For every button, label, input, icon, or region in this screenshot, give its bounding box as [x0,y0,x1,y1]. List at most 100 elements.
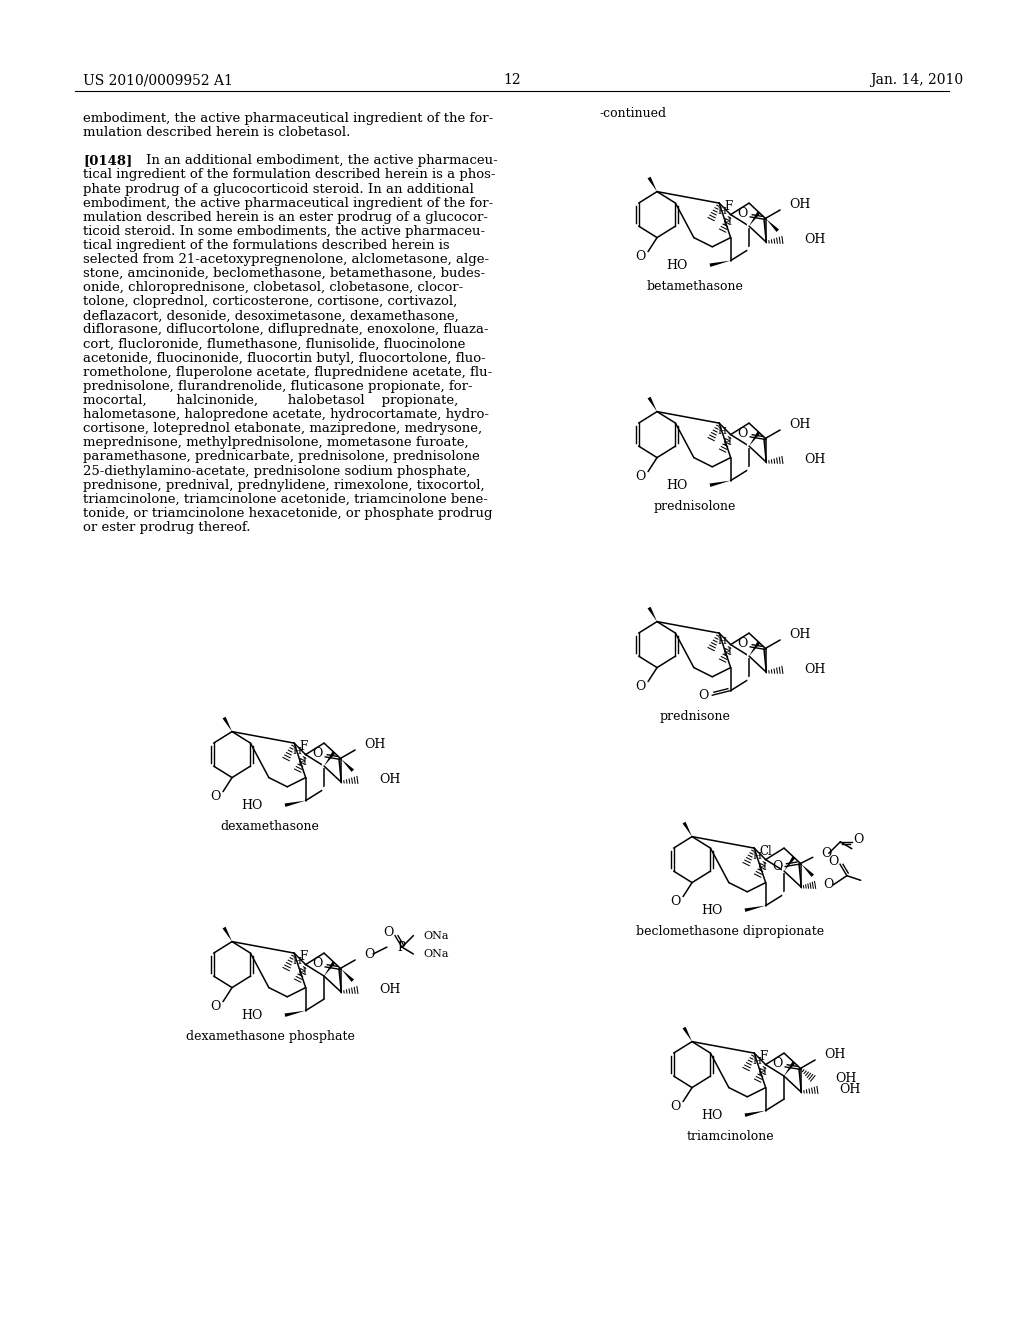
Text: HO: HO [701,1109,723,1122]
Text: H: H [757,1068,766,1077]
Text: F: F [299,739,307,752]
Text: OH: OH [805,664,825,676]
Text: OH: OH [365,738,385,751]
Text: ONa: ONa [423,931,449,941]
Polygon shape [749,432,761,446]
Text: HO: HO [242,799,263,812]
Text: [0148]: [0148] [83,154,132,168]
Polygon shape [766,219,779,232]
Polygon shape [647,177,657,191]
Text: O: O [365,948,375,961]
Text: dexamethasone: dexamethasone [220,820,319,833]
Text: tolone, cloprednol, corticosterone, cortisone, cortivazol,: tolone, cloprednol, corticosterone, cort… [83,296,458,309]
Text: H: H [718,207,727,215]
Text: H: H [722,218,731,227]
Text: triamcinolone, triamcinolone acetonide, triamcinolone bene-: triamcinolone, triamcinolone acetonide, … [83,492,487,506]
Text: F: F [759,1049,767,1063]
Text: F: F [724,199,732,213]
Polygon shape [683,822,692,837]
Text: H: H [753,1056,762,1065]
Text: or ester prodrug thereof.: or ester prodrug thereof. [83,521,251,533]
Text: prednisone, prednival, prednylidene, rimexolone, tixocortol,: prednisone, prednival, prednylidene, rim… [83,479,484,491]
Text: O: O [854,833,864,846]
Text: O: O [821,847,831,859]
Text: OH: OH [380,983,400,997]
Text: O: O [737,207,748,220]
Polygon shape [222,927,232,941]
Text: O: O [827,855,839,867]
Polygon shape [802,865,814,876]
Text: prednisolone, flurandrenolide, fluticasone propionate, for-: prednisolone, flurandrenolide, fluticaso… [83,380,473,393]
Polygon shape [749,642,761,656]
Text: HO: HO [701,904,723,916]
Text: prednisone: prednisone [659,710,730,723]
Text: -continued: -continued [600,107,667,120]
Text: H: H [297,968,306,977]
Text: selected from 21-acetoxypregnenolone, alclometasone, alge-: selected from 21-acetoxypregnenolone, al… [83,253,489,267]
Polygon shape [744,1110,766,1117]
Text: US 2010/0009952 A1: US 2010/0009952 A1 [83,73,232,87]
Text: OH: OH [805,234,825,247]
Text: HO: HO [242,1008,263,1022]
Text: OH: OH [790,198,810,210]
Text: embodiment, the active pharmaceutical ingredient of the for-: embodiment, the active pharmaceutical in… [83,112,494,125]
Text: H: H [722,648,731,657]
Text: OH: OH [790,417,810,430]
Text: O: O [698,689,709,702]
Text: O: O [312,747,323,760]
Text: OH: OH [380,774,400,787]
Text: stone, amcinonide, beclomethasone, betamethasone, budes-: stone, amcinonide, beclomethasone, betam… [83,267,485,280]
Polygon shape [744,906,766,912]
Text: tonide, or triamcinolone hexacetonide, or phosphate prodrug: tonide, or triamcinolone hexacetonide, o… [83,507,493,520]
Text: rometholone, fluperolone acetate, fluprednidene acetate, flu-: rometholone, fluperolone acetate, flupre… [83,366,493,379]
Text: H: H [293,747,302,755]
Polygon shape [784,1061,796,1076]
Text: paramethasone, prednicarbate, prednisolone, prednisolone: paramethasone, prednicarbate, prednisolo… [83,450,480,463]
Text: O: O [210,1001,220,1014]
Polygon shape [285,801,305,807]
Text: O: O [635,680,645,693]
Text: F: F [299,949,307,962]
Text: meprednisone, methylprednisolone, mometasone furoate,: meprednisone, methylprednisolone, mometa… [83,437,469,449]
Text: Jan. 14, 2010: Jan. 14, 2010 [870,73,964,87]
Polygon shape [222,717,232,731]
Text: 25-diethylamino-acetate, prednisolone sodium phosphate,: 25-diethylamino-acetate, prednisolone so… [83,465,470,478]
Text: OH: OH [835,1072,856,1085]
Text: beclomethasone dipropionate: beclomethasone dipropionate [636,925,824,939]
Text: betamethasone: betamethasone [646,280,743,293]
Text: acetonide, fluocinonide, fluocortin butyl, fluocortolone, fluo-: acetonide, fluocinonide, fluocortin buty… [83,351,485,364]
Polygon shape [341,969,354,982]
Polygon shape [647,397,657,412]
Text: O: O [670,895,680,908]
Text: H: H [722,438,731,447]
Polygon shape [324,961,336,975]
Text: ONa: ONa [423,949,449,960]
Text: OH: OH [840,1084,861,1097]
Polygon shape [285,1011,305,1016]
Polygon shape [647,607,657,622]
Polygon shape [784,857,796,871]
Text: dexamethasone phosphate: dexamethasone phosphate [185,1030,354,1043]
Text: H: H [718,426,727,436]
Text: O: O [383,927,393,939]
Polygon shape [324,751,336,766]
Text: halometasone, halopredone acetate, hydrocortamate, hydro-: halometasone, halopredone acetate, hydro… [83,408,489,421]
Text: H: H [293,957,302,966]
Text: O: O [635,470,645,483]
Text: H: H [297,758,306,767]
Text: O: O [823,878,834,891]
Text: cortisone, loteprednol etabonate, mazipredone, medrysone,: cortisone, loteprednol etabonate, mazipr… [83,422,482,436]
Text: ticoid steroid. In some embodiments, the active pharmaceu-: ticoid steroid. In some embodiments, the… [83,224,485,238]
Text: O: O [670,1100,680,1113]
Text: 12: 12 [503,73,521,87]
Text: embodiment, the active pharmaceutical ingredient of the for-: embodiment, the active pharmaceutical in… [83,197,494,210]
Text: O: O [737,428,748,441]
Text: H: H [718,636,727,645]
Polygon shape [341,759,354,772]
Text: HO: HO [667,479,688,492]
Text: HO: HO [667,259,688,272]
Text: phate prodrug of a glucocorticoid steroid. In an additional: phate prodrug of a glucocorticoid steroi… [83,182,474,195]
Text: Cl: Cl [759,845,772,858]
Text: OH: OH [824,1048,846,1060]
Text: mulation described herein is an ester prodrug of a glucocor-: mulation described herein is an ester pr… [83,211,488,223]
